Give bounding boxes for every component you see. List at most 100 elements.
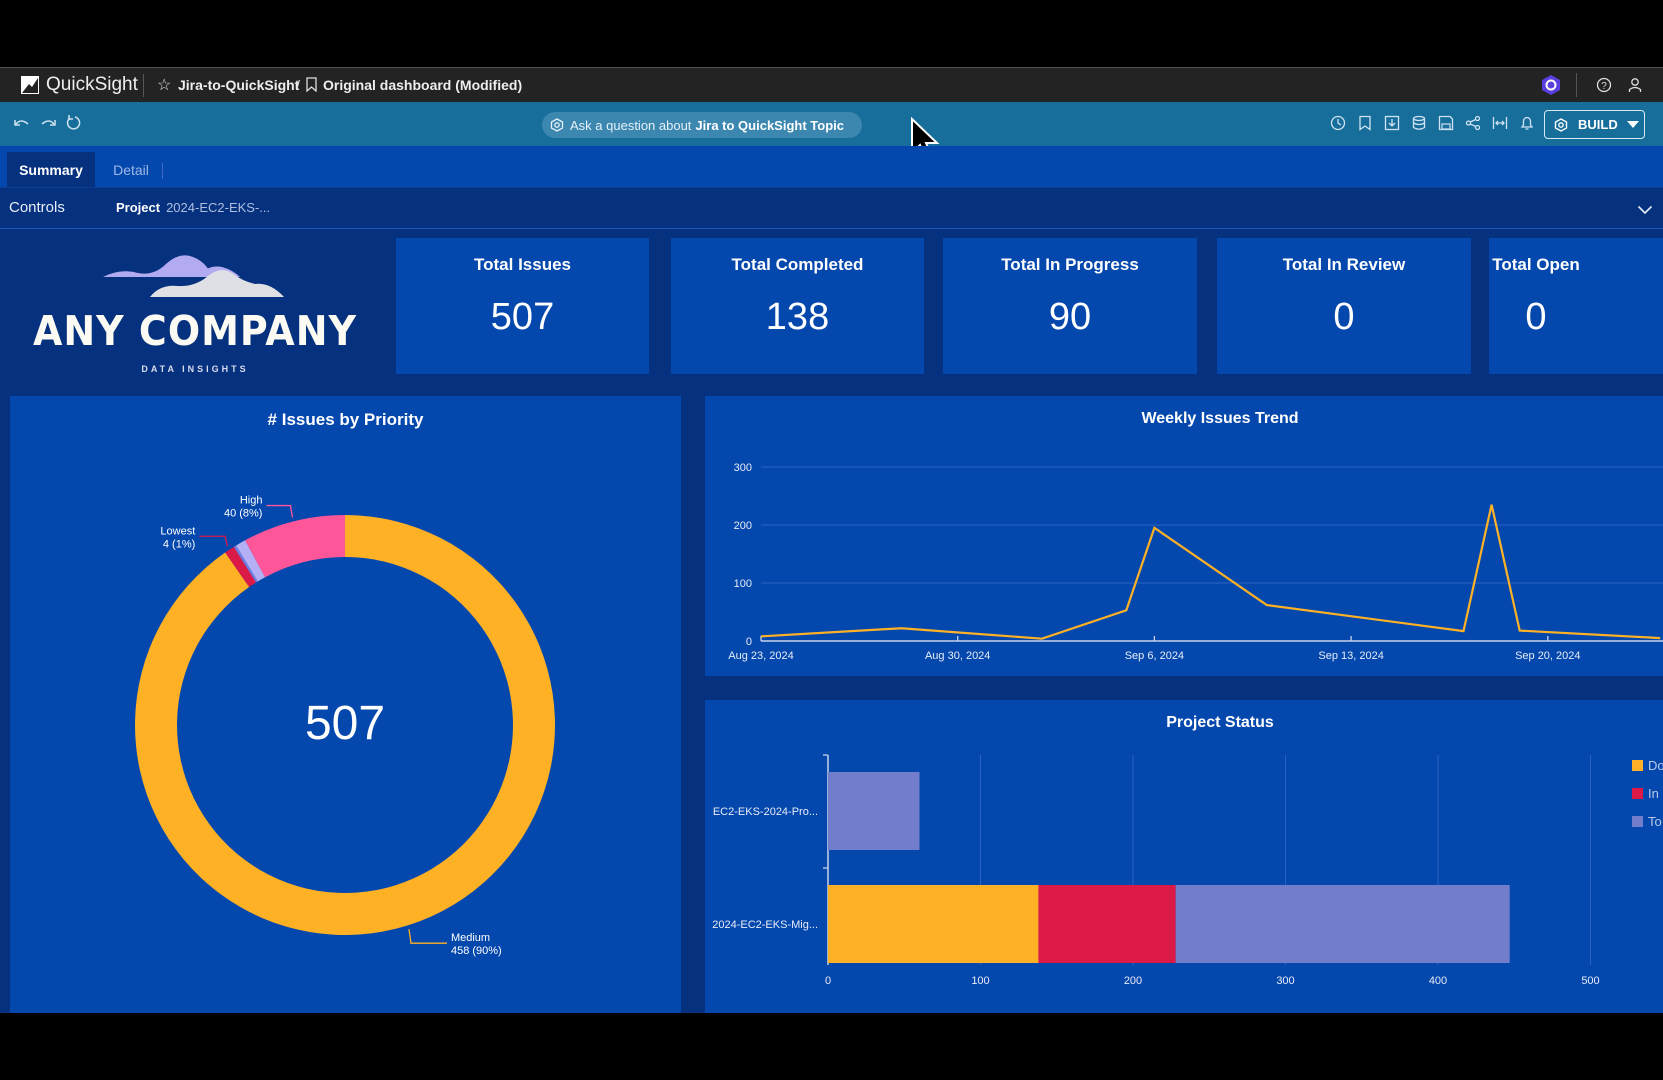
donut-leader-line bbox=[408, 929, 447, 944]
weekly-issues-trend-panel[interactable]: Weekly Issues Trend 0 100 200 300 Aug 23, 20… bbox=[705, 396, 1663, 676]
donut-label-value: 4 (1%) bbox=[163, 538, 195, 550]
project-filter-value: 2024-EC2-EKS-... bbox=[166, 200, 271, 215]
donut-label-value: 40 (8%) bbox=[224, 508, 263, 520]
x-tick-label: 0 bbox=[825, 975, 831, 987]
x-tick-label: 300 bbox=[1276, 975, 1294, 987]
favorite-star-icon[interactable]: ☆ bbox=[157, 77, 172, 94]
redo-icon[interactable] bbox=[38, 113, 58, 138]
chevron-down-icon bbox=[1626, 121, 1639, 128]
fit-width-icon[interactable] bbox=[1489, 112, 1511, 134]
legend-swatch bbox=[1632, 816, 1643, 827]
header-divider bbox=[143, 74, 144, 97]
line-chart: 0 100 200 300 Aug 23, 2024 Aug 30, 2024 Sep 6,… bbox=[728, 462, 1663, 662]
export-icon[interactable] bbox=[1381, 112, 1403, 134]
company-logo: ANY COMPANY DATA INSIGHTS bbox=[0, 229, 390, 389]
bar-segment-to bbox=[828, 772, 920, 850]
issues-by-priority-panel[interactable]: # Issues by Priority Medium 458 (90%) Lowe… bbox=[10, 396, 681, 1013]
donut-label-name: Medium bbox=[451, 932, 490, 944]
svg-text:?: ? bbox=[1601, 81, 1607, 92]
donut-center-value: 507 bbox=[305, 697, 385, 750]
donut-label-name: High bbox=[240, 495, 263, 507]
tab-summary[interactable]: Summary bbox=[7, 152, 95, 187]
kpi-card-total-in-progress[interactable]: Total In Progress 90 bbox=[943, 238, 1197, 374]
kpi-card-total-in-review[interactable]: Total In Review 0 bbox=[1217, 238, 1471, 374]
header-divider-right bbox=[1576, 73, 1577, 97]
kpi-value: 90 bbox=[1048, 296, 1092, 338]
bookmark-icon[interactable] bbox=[1354, 112, 1376, 134]
kpi-title: Total Issues bbox=[474, 255, 571, 274]
expand-controls-icon[interactable] bbox=[1637, 202, 1653, 220]
app-header: QuickSight ☆ Jira-to-QuickSight / Origin… bbox=[0, 67, 1663, 102]
quicksight-logo-icon[interactable] bbox=[20, 75, 40, 95]
bar-segment-to bbox=[1175, 885, 1510, 963]
x-tick-label: 400 bbox=[1429, 975, 1447, 987]
reset-icon[interactable] bbox=[64, 113, 84, 138]
kpi-value: 0 bbox=[1333, 296, 1355, 338]
alert-icon[interactable] bbox=[1516, 112, 1538, 134]
share-icon[interactable] bbox=[1462, 112, 1484, 134]
help-icon[interactable]: ? bbox=[1596, 77, 1612, 93]
controls-label[interactable]: Controls bbox=[9, 199, 65, 216]
y-category-label: 2024-EC2-EKS-Mig... bbox=[712, 919, 818, 931]
y-tick-label: 300 bbox=[734, 462, 752, 474]
bar-segment-in bbox=[1038, 885, 1176, 963]
save-icon[interactable] bbox=[1435, 112, 1457, 134]
kpi-card-total-completed[interactable]: Total Completed 138 bbox=[671, 238, 924, 374]
analysis-toolbar: Ask a question about Jira to QuickSight … bbox=[0, 102, 1663, 161]
sheet-tabs: Summary Detail bbox=[0, 146, 1663, 187]
history-icon[interactable] bbox=[1327, 112, 1349, 134]
user-icon[interactable] bbox=[1628, 77, 1642, 93]
trend-line bbox=[760, 504, 1661, 640]
kpi-title: Total In Review bbox=[1282, 255, 1406, 274]
x-tick-label: Aug 23, 2024 bbox=[728, 650, 793, 662]
dataset-icon[interactable] bbox=[1408, 112, 1430, 134]
line-chart-title: Weekly Issues Trend bbox=[1141, 410, 1299, 427]
ask-question-prefix: Ask a question about bbox=[570, 117, 692, 133]
legend-swatch bbox=[1632, 788, 1643, 799]
company-name: ANY COMPANY bbox=[32, 307, 358, 355]
tab-summary-label: Summary bbox=[19, 161, 83, 178]
donut-slice-lowest bbox=[225, 546, 257, 588]
kpi-value: 138 bbox=[765, 296, 830, 338]
kpi-title: Total Open bbox=[1492, 255, 1580, 274]
project-filter[interactable]: Project 2024-EC2-EKS-... bbox=[116, 200, 270, 215]
x-tick-label: Sep 20, 2024 bbox=[1515, 650, 1580, 662]
x-tick-label: 100 bbox=[971, 975, 989, 987]
dashboard-canvas: ANY COMPANY DATA INSIGHTS Total Issues 5… bbox=[0, 229, 1663, 1013]
toolbar-actions bbox=[1327, 112, 1538, 134]
kpi-card-total-issues[interactable]: Total Issues 507 bbox=[396, 238, 649, 374]
x-tick-label: Sep 6, 2024 bbox=[1125, 650, 1184, 662]
bar-segment-do bbox=[828, 885, 1039, 963]
build-label: BUILD bbox=[1578, 117, 1618, 132]
tab-detail-label: Detail bbox=[113, 161, 149, 178]
app-name[interactable]: QuickSight bbox=[46, 74, 138, 95]
build-button[interactable]: BUILD bbox=[1544, 110, 1645, 139]
tab-detail[interactable]: Detail bbox=[98, 152, 164, 187]
project-filter-name: Project bbox=[116, 200, 161, 215]
donut-title: # Issues by Priority bbox=[267, 410, 424, 429]
kpi-value: 507 bbox=[490, 296, 555, 338]
q-icon bbox=[550, 118, 564, 132]
controls-bar: Controls Project 2024-EC2-EKS-... bbox=[0, 187, 1663, 229]
breadcrumb-separator: / bbox=[296, 77, 300, 93]
q-logo-icon[interactable] bbox=[1541, 74, 1561, 96]
donut-label-name: Lowest bbox=[160, 525, 195, 537]
breadcrumb-analysis[interactable]: Jira-to-QuickSight bbox=[178, 77, 300, 93]
bookmark-icon bbox=[306, 77, 317, 93]
kpi-title: Total In Progress bbox=[1001, 255, 1139, 274]
breadcrumb-dashboard[interactable]: Original dashboard (Modified) bbox=[323, 77, 523, 93]
donut-slice-unlabeled-3 bbox=[236, 540, 266, 582]
undo-icon[interactable] bbox=[12, 113, 32, 138]
x-tick-label: 500 bbox=[1581, 975, 1599, 987]
build-q-icon bbox=[1554, 117, 1568, 132]
kpi-card-total-open[interactable]: Total Open 0 bbox=[1489, 238, 1663, 374]
donut-leader-line bbox=[199, 535, 228, 547]
kpi-title: Total Completed bbox=[731, 255, 864, 274]
legend-swatch bbox=[1632, 760, 1643, 771]
ask-question-bar[interactable]: Ask a question about Jira to QuickSight … bbox=[542, 112, 862, 138]
donut-slice-high bbox=[245, 515, 345, 578]
company-tagline: DATA INSIGHTS bbox=[141, 364, 249, 374]
donut-slice-unlabeled-2 bbox=[233, 545, 258, 583]
project-status-panel[interactable]: Project Status 0 100 200 300 400 500 EC2-EKS-2… bbox=[705, 700, 1663, 1013]
legend-label: In bbox=[1648, 786, 1659, 801]
